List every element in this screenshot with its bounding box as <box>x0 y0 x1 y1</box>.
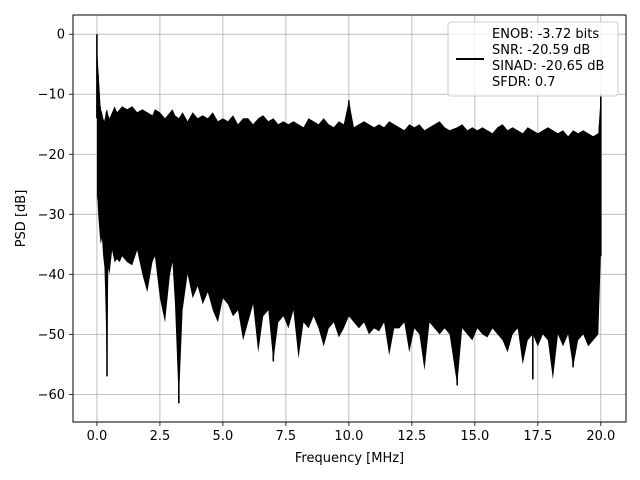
y-tick-label: −30 <box>38 208 65 223</box>
x-axis-label: Frequency [MHz] <box>295 451 404 466</box>
axes-frame <box>72 14 627 423</box>
legend: ENOB: -3.72 bits SNR: -20.59 dB SINAD: -… <box>447 21 619 97</box>
legend-entry-enob: ENOB: -3.72 bits <box>492 27 599 42</box>
y-axis-ticks: 0 −10 −20 −30 −40 −50 −60 <box>38 28 73 403</box>
y-tick-label: 0 <box>57 28 65 43</box>
psd-trace-peaks <box>96 34 602 404</box>
x-tick-label: 12.5 <box>397 429 426 444</box>
x-tick-label: 5.0 <box>213 429 234 444</box>
y-tick-label: −20 <box>38 148 65 163</box>
x-axis-ticks: 0.0 2.5 5.0 7.5 10.0 12.5 15.0 17.5 20.0 <box>87 422 615 444</box>
x-tick-label: 17.5 <box>523 429 552 444</box>
psd-trace <box>96 34 602 404</box>
y-axis-label: PSD [dB] <box>14 190 29 248</box>
x-tick-label: 7.5 <box>276 429 297 444</box>
x-tick-label: 15.0 <box>460 429 489 444</box>
y-tick-label: −60 <box>38 388 65 403</box>
y-tick-label: −50 <box>38 328 65 343</box>
legend-entry-snr: SNR: -20.59 dB <box>492 43 590 58</box>
x-tick-label: 0.0 <box>87 429 108 444</box>
legend-box <box>447 21 619 97</box>
x-tick-label: 10.0 <box>334 429 363 444</box>
legend-entry-sfdr: SFDR: 0.7 <box>492 75 556 90</box>
x-tick-label: 20.0 <box>586 429 615 444</box>
legend-entry-sinad: SINAD: -20.65 dB <box>492 59 604 74</box>
y-tick-label: −40 <box>38 268 65 283</box>
x-tick-label: 2.5 <box>150 429 171 444</box>
plot-area <box>96 34 602 404</box>
psd-trace-noise <box>97 74 600 349</box>
y-tick-label: −10 <box>38 88 65 103</box>
